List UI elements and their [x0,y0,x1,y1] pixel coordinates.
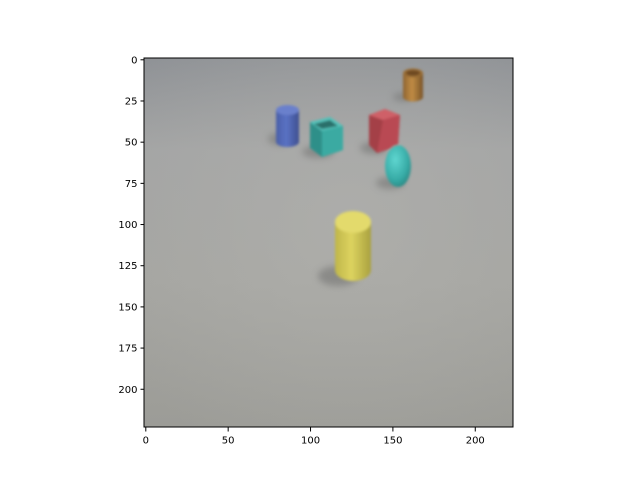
y-tick-label: 50 [125,138,138,149]
yellow-cylinder [335,211,371,281]
x-axis: 0 50 100 150 200 [143,427,485,447]
y-tick-label: 0 [131,55,137,66]
brown-cylinder [403,68,423,102]
teal-cube [310,117,343,157]
y-tick-label: 100 [118,220,137,231]
y-tick-label: 25 [125,96,138,107]
x-tick-label: 150 [383,436,402,447]
scene-image [144,58,513,427]
floor-light [144,58,513,427]
x-tick-label: 200 [466,436,485,447]
y-tick-label: 175 [118,344,137,355]
red-cube [369,109,400,153]
y-tick-label: 200 [118,385,137,396]
axes-frame [143,57,514,428]
x-tick-label: 100 [301,436,320,447]
x-tick-label: 50 [222,436,235,447]
x-tick-label: 0 [143,436,149,447]
y-tick-label: 125 [118,261,137,272]
y-axis: 0 25 50 75 100 125 150 175 200 [118,55,145,396]
y-tick-label: 75 [125,179,138,190]
y-tick-label: 150 [118,302,137,313]
blue-cylinder [276,105,299,147]
cyan-sphere [385,145,411,187]
